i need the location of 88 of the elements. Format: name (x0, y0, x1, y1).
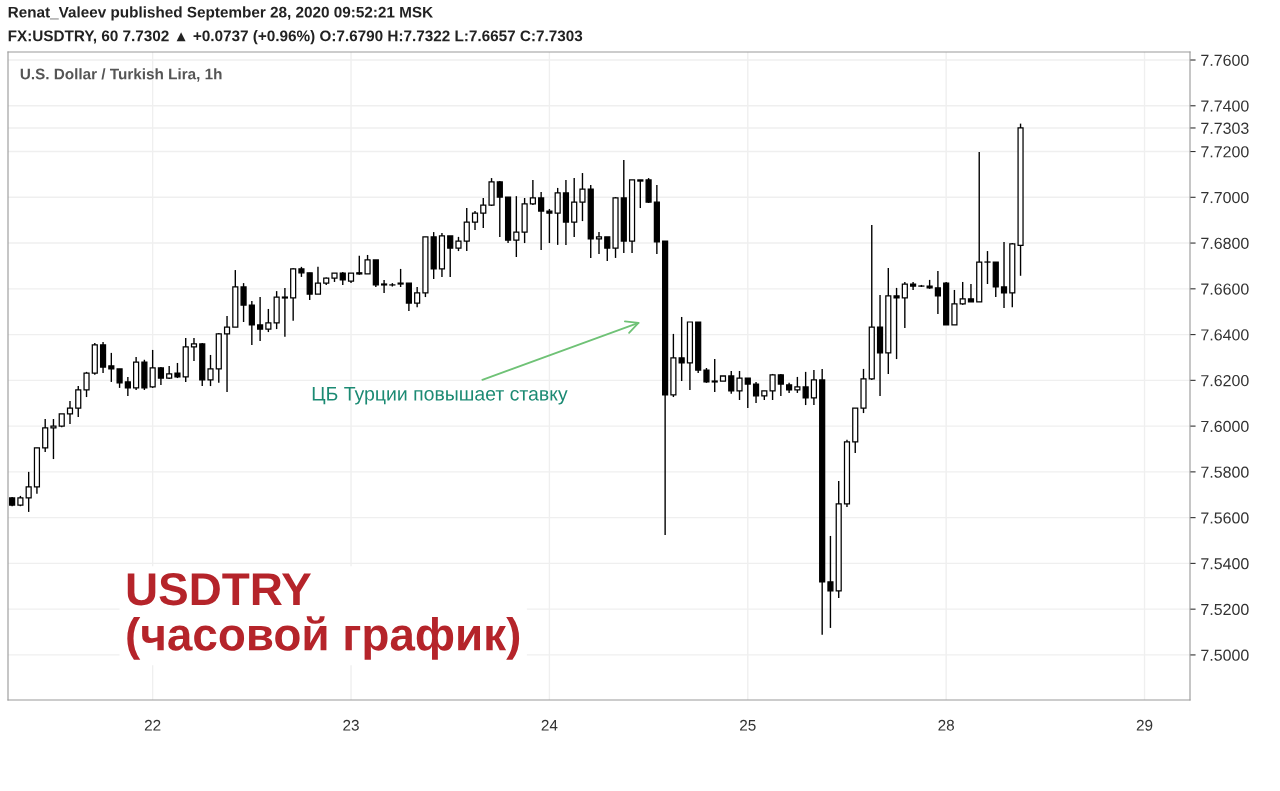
candlestick (728, 370, 735, 395)
x-tick-label: 28 (938, 719, 954, 731)
candlestick (744, 377, 751, 409)
candlestick (306, 272, 313, 301)
candlestick (810, 369, 818, 406)
candlestick (83, 371, 90, 398)
y-tick-label: 7.6600 (1201, 283, 1249, 295)
candlestick (571, 177, 578, 238)
candlestick (893, 287, 900, 360)
candlestick (480, 197, 487, 229)
candlestick (281, 287, 289, 338)
annotation: USDTRY (часовой график) (127, 572, 520, 660)
y-tick-label: 7.5600 (1201, 512, 1249, 524)
candlestick (248, 300, 255, 346)
candlestick (546, 208, 553, 244)
candlestick (951, 289, 958, 326)
candlestick (25, 471, 32, 513)
y-tick-label: 7.6000 (1201, 420, 1249, 433)
candlestick (513, 195, 520, 258)
candlestick (257, 296, 264, 342)
candlestick (752, 381, 760, 404)
candlestick (66, 400, 74, 425)
candlestick (554, 187, 561, 246)
candlestick (967, 283, 975, 303)
candlestick (1000, 241, 1008, 309)
chart-title: Renat_Valeev published September 28, 2020 09:52:21 MSK (8, 6, 433, 21)
y-tick-label: 7.6400 (1201, 329, 1249, 341)
candlestick (678, 316, 685, 382)
annotation: ЦБ Турции повышает ставку (312, 387, 568, 405)
candlestick (397, 268, 404, 288)
candlestick (447, 235, 454, 278)
candlestick (471, 210, 479, 231)
y-tick-label: 7.5800 (1201, 466, 1249, 478)
candlestick (99, 341, 107, 374)
y-tick-label: 7.7200 (1201, 146, 1249, 158)
x-tick-label: 23 (343, 719, 359, 731)
candlestick (149, 349, 156, 389)
candlestick (901, 281, 908, 329)
y-tick-label: 7.5000 (1201, 649, 1249, 661)
candlestick (124, 376, 131, 397)
candlestick (414, 286, 421, 308)
y-tick-label: 7.5200 (1201, 603, 1249, 616)
candlestick (314, 266, 322, 295)
candlestick (645, 177, 652, 204)
candlestick (538, 191, 545, 251)
candlestick (934, 270, 941, 315)
candlestick (488, 177, 495, 207)
candlestick (356, 255, 363, 276)
x-tick-label: 24 (541, 719, 558, 731)
candlestick (265, 308, 272, 333)
candlestick (223, 315, 231, 393)
candlestick (595, 231, 603, 255)
candlestick (405, 282, 412, 312)
candlestick (984, 250, 991, 285)
candlestick (637, 179, 644, 209)
annotation: U.S. Dollar / Turkish Lira, 1h (20, 68, 222, 82)
x-tick-label: 29 (1136, 719, 1153, 731)
x-tick-label: 22 (144, 719, 161, 731)
candlestick (108, 352, 115, 383)
candlestick (827, 535, 834, 629)
candlestick (579, 172, 586, 222)
candlestick (50, 418, 57, 460)
candlestick (604, 236, 611, 262)
y-tick-label: 7.5400 (1201, 558, 1249, 570)
y-tick-label: 7.7400 (1201, 100, 1249, 112)
candlestick (207, 354, 214, 387)
candlestick (959, 281, 966, 306)
y-tick-label: 7.6800 (1201, 237, 1249, 249)
candlestick (736, 370, 743, 401)
candlestick (496, 180, 503, 238)
candlestick (380, 279, 388, 294)
candlestick (190, 337, 198, 362)
candlestick (240, 282, 247, 323)
candlestick (529, 179, 536, 206)
chart-subtitle: FX:USDTRY, 60 7.7302 ▲ +0.0737 (+0.96%) O:7.6790 H:7.7322 L:7.6657 C:7.7303 (8, 30, 583, 45)
candlestick (42, 418, 49, 453)
x-tick-label: 25 (740, 719, 756, 731)
candlestick (463, 207, 470, 252)
candlestick (802, 371, 809, 406)
candlestick (769, 373, 776, 401)
candlestick (364, 254, 371, 275)
candlestick (75, 385, 82, 418)
y-tick-label: 7.6200 (1201, 374, 1249, 387)
y-tick-label: 7.7000 (1201, 191, 1249, 204)
candlestick (116, 368, 123, 389)
y-tick-label: 7.7600 (1201, 54, 1249, 66)
candlestick (711, 358, 718, 393)
y-tick-label: 7.7303 (1201, 122, 1249, 134)
